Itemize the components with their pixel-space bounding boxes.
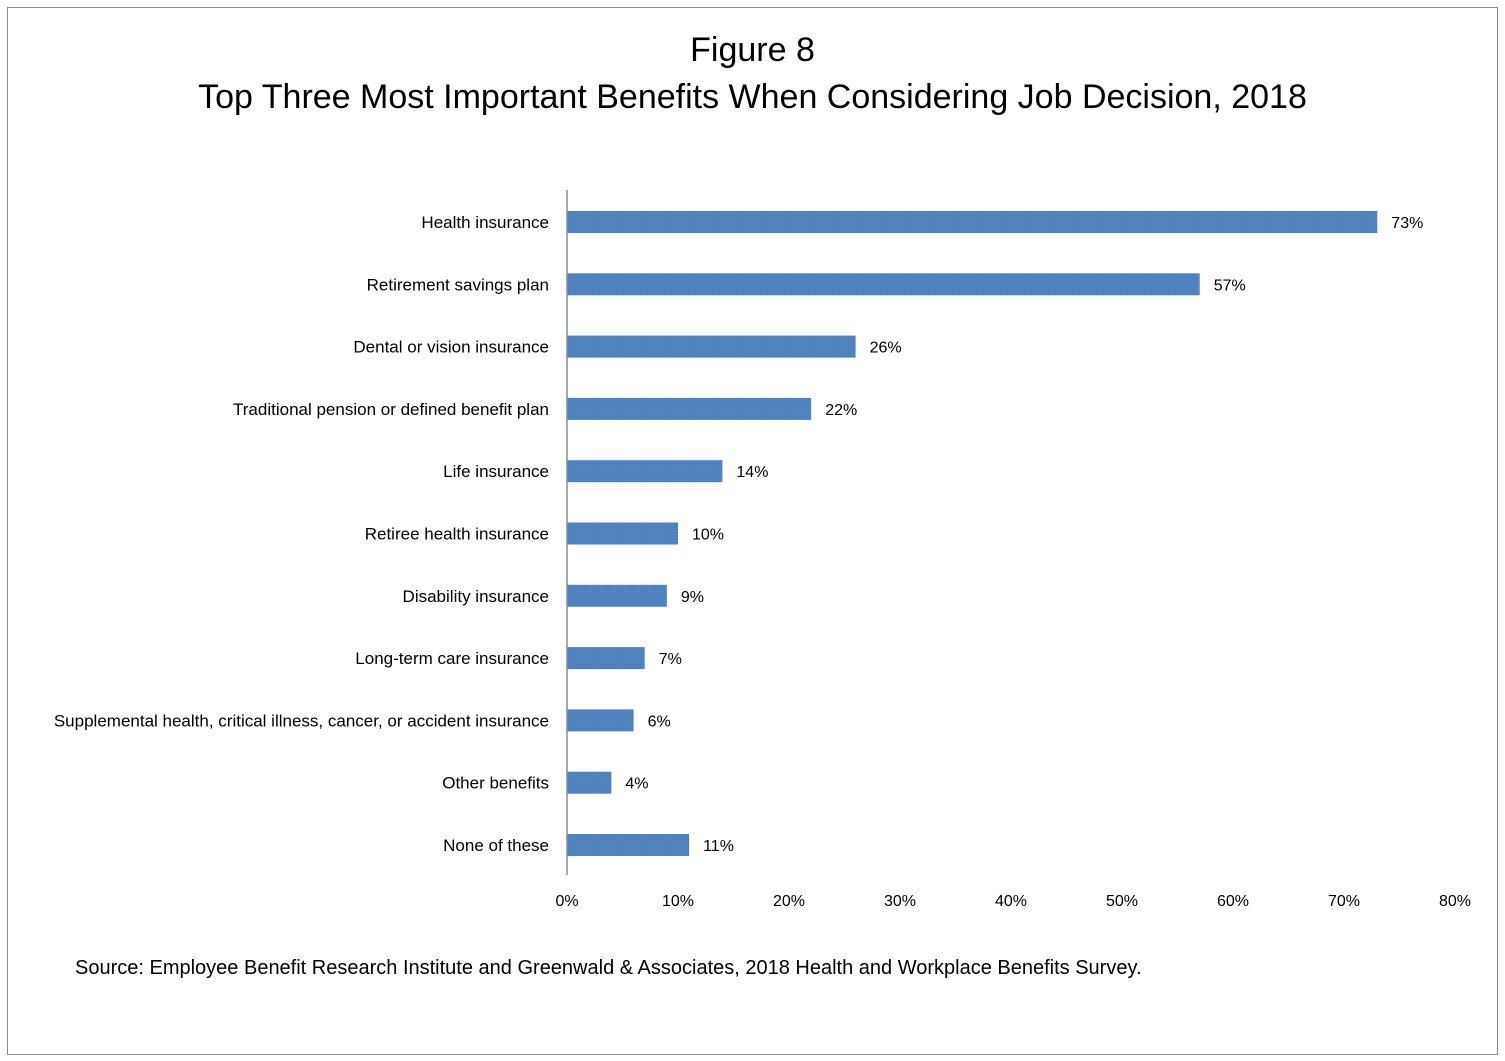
value-label: 57% [1214, 277, 1246, 294]
bar [567, 211, 1378, 233]
chart-title: Top Three Most Important Benefits When C… [198, 78, 1307, 116]
category-label: Life insurance [443, 462, 549, 481]
value-label: 6% [648, 713, 671, 730]
category-label: Other benefits [442, 774, 549, 793]
figure-label: Figure 8 [690, 31, 815, 69]
bar [567, 834, 690, 856]
bar [567, 397, 812, 420]
category-label: Long-term care insurance [355, 649, 549, 668]
x-tick-label: 70% [1328, 893, 1360, 910]
category-label: Traditional pension or defined benefit p… [233, 400, 549, 419]
category-label: Health insurance [421, 213, 549, 232]
value-label: 73% [1391, 215, 1423, 232]
value-label: 26% [870, 340, 902, 357]
bar [567, 647, 645, 670]
bars-group [567, 211, 1378, 856]
category-label: Retirement savings plan [367, 275, 549, 294]
bar [567, 273, 1200, 296]
value-label: 7% [659, 651, 682, 668]
bar [567, 522, 678, 545]
category-labels: Health insurance Retirement savings plan D… [54, 213, 549, 855]
x-tick-label: 30% [884, 893, 916, 910]
bar [567, 771, 612, 794]
bar [567, 460, 723, 483]
x-tick-label: 60% [1217, 893, 1249, 910]
x-axis-tick-labels: 0% 10% 20% 30% 40% 50% 60% 70% 80% [555, 893, 1471, 910]
x-tick-label: 10% [662, 893, 694, 910]
category-label: Retiree health insurance [365, 525, 549, 544]
source-note: Source: Employee Benefit Research Instit… [75, 957, 1142, 979]
x-tick-label: 50% [1106, 893, 1138, 910]
category-label: Disability insurance [403, 587, 549, 606]
value-labels: 73% 57% 26% 22% 14% 10% 9% 7% 6% 4% 11% [625, 215, 1423, 855]
value-label: 9% [681, 589, 704, 606]
value-label: 11% [703, 838, 734, 855]
value-label: 22% [825, 402, 857, 419]
category-label: Supplemental health, critical illness, c… [54, 711, 549, 730]
value-label: 10% [692, 527, 724, 544]
category-label: Dental or vision insurance [353, 338, 549, 357]
x-tick-label: 40% [995, 893, 1027, 910]
x-tick-label: 80% [1439, 893, 1471, 910]
value-label: 14% [736, 464, 768, 481]
x-tick-label: 20% [773, 893, 805, 910]
bar [567, 709, 634, 732]
category-label: None of these [443, 836, 549, 855]
bar [567, 584, 667, 607]
x-tick-label: 0% [555, 893, 578, 910]
value-label: 4% [625, 776, 648, 793]
bar [567, 335, 856, 358]
chart-frame [7, 7, 1498, 1055]
